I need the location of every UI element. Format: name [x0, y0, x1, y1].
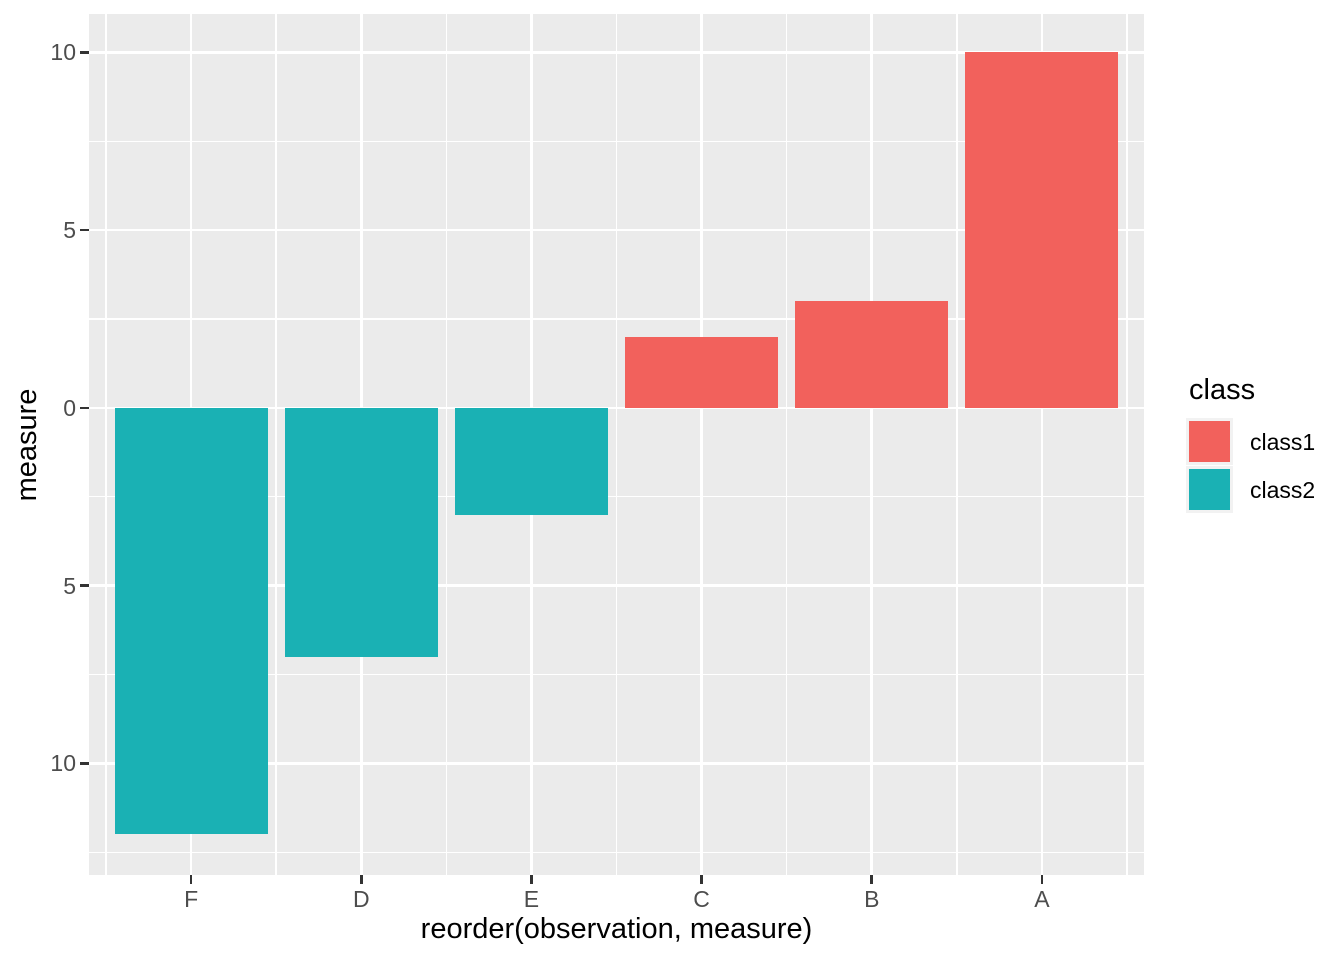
legend-swatch-class1: [1189, 421, 1230, 462]
major-gridline-y: [89, 762, 1144, 765]
x-tick-label: B: [864, 886, 880, 912]
legend: class class1 class2: [1186, 374, 1344, 514]
minor-gridline-x: [785, 14, 788, 875]
y-tick-label: 10: [50, 39, 76, 66]
x-tick-label: D: [352, 886, 370, 912]
bar-f: [114, 407, 268, 835]
y-tick-label: 5: [63, 217, 76, 244]
bar-a: [965, 52, 1119, 408]
x-tick-mark: [530, 875, 533, 884]
x-tick-mark: [700, 875, 703, 884]
x-axis-title: reorder(observation, measure): [420, 913, 813, 945]
major-gridline-y: [89, 228, 1144, 232]
legend-key-class2: [1186, 466, 1233, 513]
major-gridline-x: [1040, 14, 1044, 875]
bar-d: [284, 407, 438, 657]
legend-title: class: [1189, 374, 1256, 406]
major-gridline-y: [89, 406, 1144, 410]
y-axis-title: measure: [11, 388, 43, 501]
major-gridline-x: [700, 14, 703, 875]
major-gridline-y: [89, 51, 1144, 54]
major-gridline-y: [89, 584, 1144, 587]
minor-gridline-x: [275, 14, 277, 875]
y-tick-label: 0: [63, 394, 76, 421]
minor-gridline-x: [615, 14, 618, 875]
major-gridline-x: [870, 14, 874, 875]
x-tick-mark: [359, 875, 363, 884]
y-tick-mark: [80, 406, 89, 410]
x-tick-label: E: [523, 886, 540, 912]
minor-gridline-x: [445, 14, 448, 875]
minor-gridline-x: [1126, 14, 1128, 875]
y-tick-mark: [80, 584, 89, 587]
legend-label-class2: class2: [1250, 477, 1316, 503]
plot-panel: [89, 14, 1144, 875]
x-tick-label: F: [184, 886, 199, 912]
x-tick-label: A: [1034, 886, 1050, 912]
y-tick-label: 5: [63, 572, 76, 599]
bar-e: [454, 407, 608, 515]
bar-b: [795, 301, 949, 408]
legend-label-class1: class1: [1250, 429, 1316, 455]
legend-key-class1: [1186, 418, 1233, 465]
y-tick-mark: [80, 762, 89, 765]
x-tick-mark: [1040, 875, 1044, 884]
x-tick-mark: [870, 875, 874, 884]
y-tick-mark: [80, 228, 89, 232]
legend-swatch-class2: [1189, 469, 1230, 510]
bar-c: [625, 336, 779, 408]
minor-gridline-x: [956, 14, 958, 875]
x-tick-mark: [189, 875, 193, 884]
y-tick-label: 10: [50, 750, 76, 777]
x-tick-label: C: [693, 886, 710, 912]
minor-gridline-x: [105, 14, 107, 875]
y-tick-mark: [80, 51, 89, 54]
